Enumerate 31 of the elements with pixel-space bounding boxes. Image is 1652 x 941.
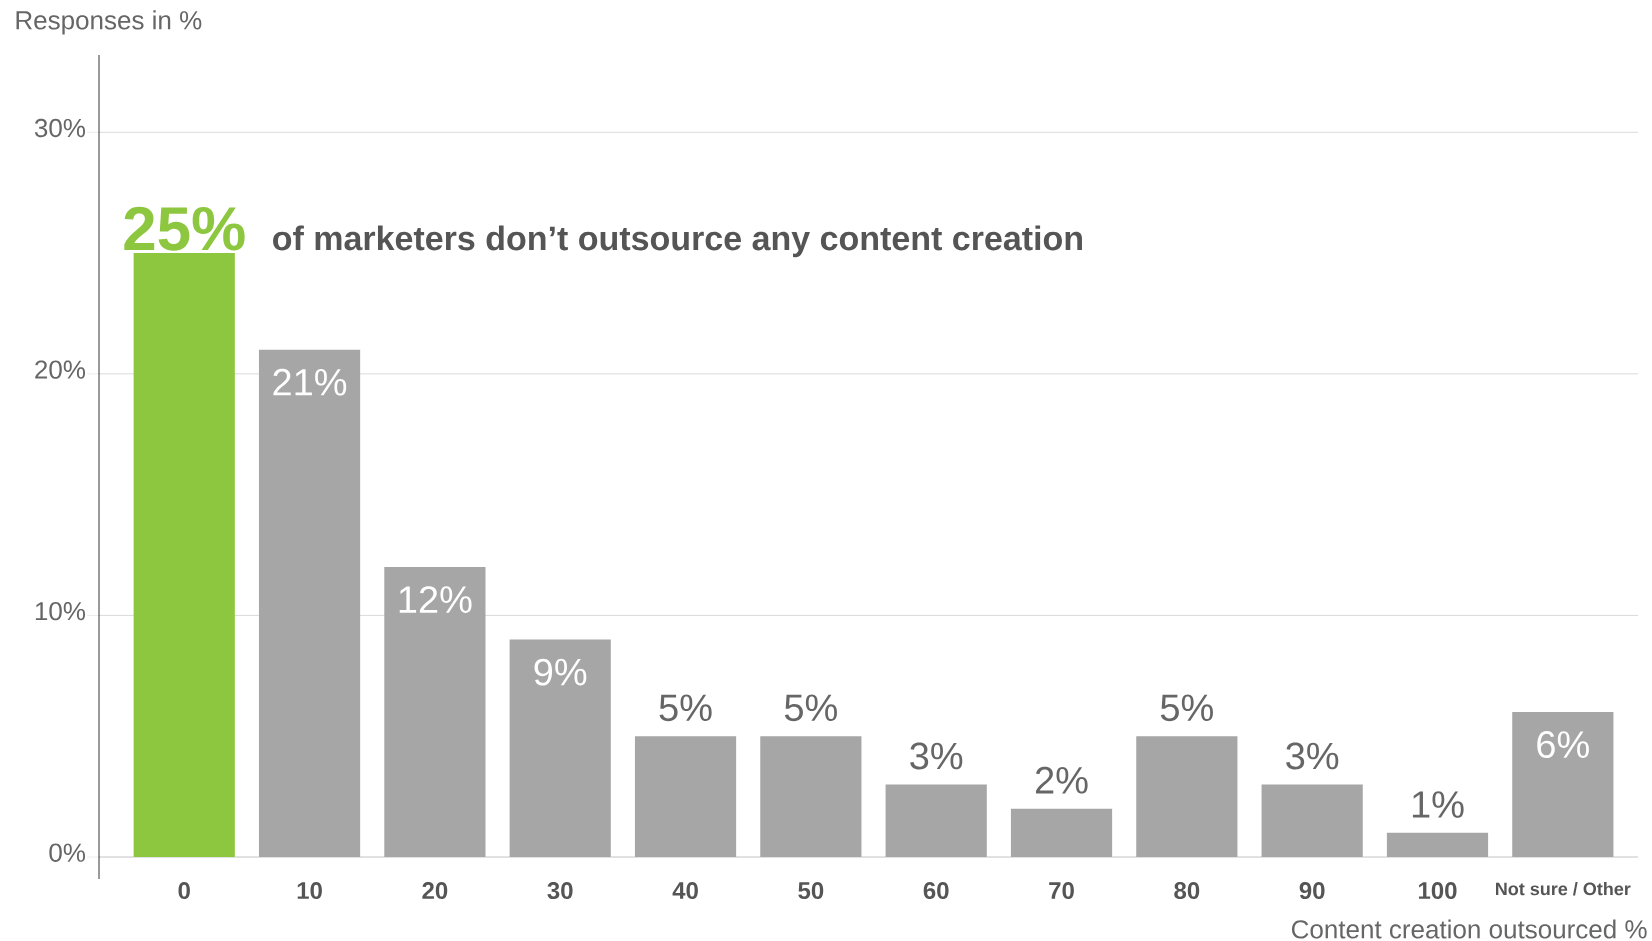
x-tick-label: 40 [672,882,698,900]
data-label: 25% [124,206,245,251]
y-axis-title: Responses in % [16,10,202,35]
x-tick-label: 100 [1418,882,1457,900]
y-tick-label: 0% [49,843,86,862]
x-tick-label: 30 [547,882,573,900]
x-tick-label: 0 [178,882,190,900]
data-label: 5% [784,694,837,722]
data-label: 9% [534,658,587,686]
data-label: 5% [1160,694,1213,722]
x-tick-label: 90 [1299,882,1325,900]
x-tick-label: 70 [1049,882,1074,900]
y-tick-label: 10% [35,601,86,621]
data-label: 5% [659,694,712,722]
data-label: 12% [399,586,472,613]
data-label: 2% [1035,766,1088,794]
x-tick-label: 80 [1174,882,1200,900]
data-label: 3% [1286,742,1339,770]
x-tick-label: 60 [923,882,949,900]
data-label: 6% [1537,731,1589,759]
data-label: 1% [1412,791,1464,818]
annotation: of marketers don’t outsource any content creation [273,225,1082,258]
data-label: 21% [273,368,347,396]
x-tick-label: 10 [297,882,322,900]
x-tick-label: 50 [798,882,824,900]
y-tick-label: 30% [34,118,86,138]
x-tick-label: Not sure / Other [1496,882,1631,896]
data-label: 3% [910,742,963,770]
x-tick-label: 20 [422,882,448,900]
y-tick-label: 20% [35,360,86,379]
x-axis-title: Content creation outsourced % [1291,919,1647,939]
